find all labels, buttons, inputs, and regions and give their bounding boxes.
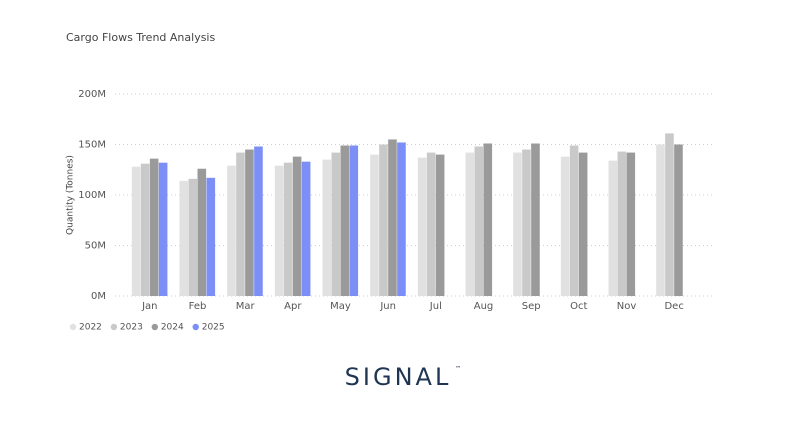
legend-swatch [110,323,118,331]
bar [388,139,397,296]
y-tick-label: 0M [91,291,106,302]
bar [626,152,636,296]
bar [340,145,350,296]
x-tick-label: May [330,301,351,312]
bar [140,163,150,296]
bar [513,152,522,296]
bar [188,178,198,296]
bar [283,162,293,296]
legend-swatch [69,323,77,331]
x-tick-label: Mar [236,301,256,312]
x-tick-label: Jul [429,301,442,312]
bar [531,143,540,296]
legend-item: 2024 [151,323,184,333]
legend-label: 2022 [79,323,102,333]
bar [292,156,302,296]
y-axis-label: Quantity (Tonnes) [66,155,76,235]
bar [560,156,570,296]
x-tick-label: Feb [189,301,207,312]
legend-item: 2022 [69,323,102,333]
bar [158,162,168,296]
bar [608,160,618,296]
x-tick-label: Apr [284,301,302,312]
bar [656,144,665,296]
bar [274,165,284,296]
bar [236,152,245,296]
x-tick-label: Jan [141,301,157,312]
bar [254,146,263,296]
brand-logo: SIGNAL ™ [345,363,461,391]
bar [370,154,379,296]
bar [197,168,207,296]
bar [665,133,674,296]
bar [245,149,254,296]
bar [227,165,236,296]
legend-item: 2025 [192,323,225,333]
bar [179,180,189,296]
y-tick-label: 150M [78,140,106,151]
chart-title: Cargo Flows Trend Analysis [66,31,215,44]
bar [578,152,588,296]
bar [426,152,436,296]
bar [569,145,579,296]
legend-swatch [151,323,159,331]
bar [379,144,388,296]
brand-name: SIGNAL [345,363,452,391]
bar [522,149,531,296]
bar [435,154,445,296]
bar [417,157,427,296]
bar [322,159,332,296]
x-tick-label: Dec [664,301,683,312]
x-tick-label: Nov [617,301,637,312]
bar [674,144,683,296]
bar [617,151,627,296]
bar [474,146,484,296]
bar [465,152,475,296]
legend-swatch [192,323,199,331]
x-tick-label: Aug [474,301,494,312]
y-tick-label: 100M [78,190,106,201]
legend-label: 2023 [120,323,143,333]
bar [149,158,159,296]
x-tick-label: Sep [522,301,541,312]
legend-item: 2023 [110,323,143,333]
bar [301,161,311,296]
y-tick-label: 50M [85,241,106,252]
bar [397,142,406,296]
legend-label: 2025 [202,323,225,333]
legend-label: 2024 [161,323,184,333]
bar [131,166,141,296]
bar [483,143,493,296]
y-tick-label: 200M [78,89,106,100]
bar [206,177,216,296]
bar [349,145,359,296]
brand-mark: ™ [455,366,461,373]
x-tick-label: Jun [379,301,396,312]
x-tick-label: Oct [570,301,587,312]
bar [331,152,341,296]
